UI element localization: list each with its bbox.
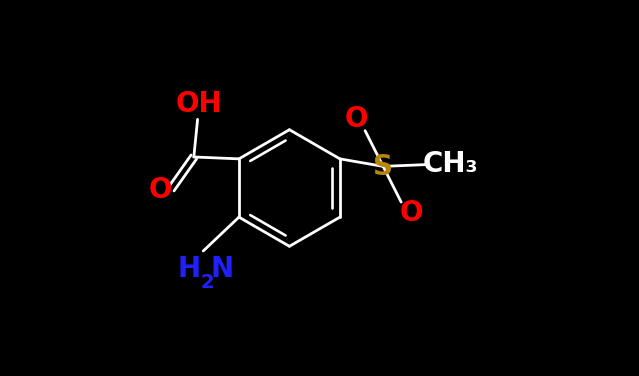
Text: OH: OH <box>175 90 222 118</box>
Text: CH₃: CH₃ <box>423 150 479 179</box>
Text: N: N <box>211 255 234 283</box>
Text: S: S <box>373 153 393 181</box>
Text: H: H <box>177 255 200 283</box>
Text: O: O <box>345 105 369 133</box>
Text: O: O <box>149 176 173 204</box>
Text: 2: 2 <box>201 273 215 292</box>
Text: O: O <box>399 199 423 227</box>
